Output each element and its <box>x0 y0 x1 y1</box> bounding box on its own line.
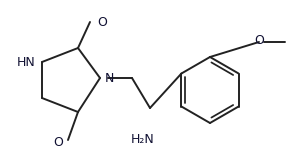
Text: H₂N: H₂N <box>131 133 155 146</box>
Text: O: O <box>53 135 63 149</box>
Text: HN: HN <box>16 55 35 69</box>
Text: O: O <box>254 35 264 48</box>
Text: O: O <box>97 15 107 28</box>
Text: N: N <box>105 73 114 86</box>
